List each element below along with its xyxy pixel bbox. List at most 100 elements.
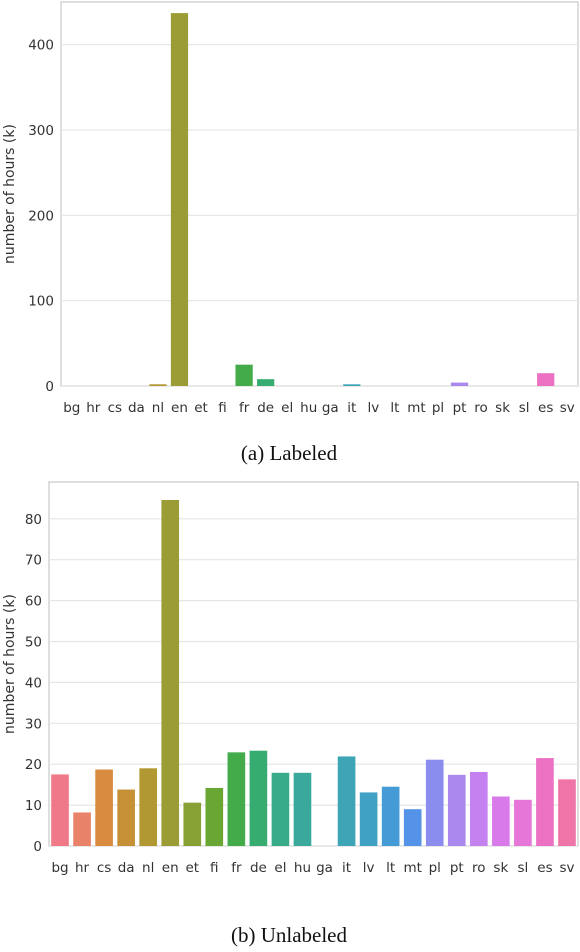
bar-el (271, 772, 290, 846)
y-tick-labels-labeled: 0 100 200 300 400 (28, 38, 54, 395)
x-tick-label-et: et (185, 860, 199, 876)
x-tick-labels-unlabeled: bg hr cs da nl en et fi fr de el hu ga it lv lt mt pl pt ro… (51, 860, 574, 876)
bar-de (257, 379, 275, 386)
bar-pl (425, 759, 444, 846)
bar-da (117, 789, 135, 846)
x-tick-label-sl: sl (517, 860, 528, 876)
caption-unlabeled: (b) Unlabeled (231, 923, 348, 947)
gridlines-unlabeled (49, 518, 578, 847)
bar-lt (381, 786, 400, 846)
x-tick-label-ga: ga (316, 860, 333, 876)
bar-bg (51, 774, 69, 846)
x-tick-label-it: it (342, 860, 351, 876)
x-tick-label-sk: sk (495, 400, 510, 416)
bar-sl (514, 799, 532, 846)
x-tick-label-et: et (194, 400, 208, 416)
x-tick-label-sl: sl (519, 400, 530, 416)
y-tick-label: 80 (25, 512, 42, 528)
bar-pt (447, 774, 466, 846)
x-tick-label-it: it (347, 400, 356, 416)
x-tick-label-fr: fr (239, 400, 250, 416)
y-tick-label: 20 (25, 757, 42, 773)
x-tick-label-lt: lt (386, 860, 395, 876)
x-tick-label-hu: hu (294, 860, 311, 876)
bar-et (183, 802, 202, 846)
x-tick-label-pl: pl (429, 860, 441, 876)
x-tick-label-el: el (274, 860, 286, 876)
x-tick-label-en: en (162, 860, 179, 876)
y-tick-label: 50 (25, 635, 42, 651)
y-axis-label-labeled: number of hours (k) (2, 124, 18, 264)
bar-lv (359, 792, 378, 846)
x-tick-label-fi: fi (210, 860, 219, 876)
gridlines-labeled (61, 44, 578, 387)
x-tick-label-hr: hr (86, 400, 101, 416)
bars-labeled (149, 13, 555, 387)
bar-hr (73, 812, 91, 846)
bar-es (537, 373, 555, 386)
x-tick-label-el: el (281, 400, 293, 416)
y-tick-label: 10 (25, 798, 42, 814)
x-tick-label-da: da (118, 860, 135, 876)
x-tick-label-lv: lv (367, 400, 379, 416)
y-axis-label-unlabeled: number of hours (k) (2, 594, 18, 734)
bar-en (161, 499, 180, 846)
bar-cs (95, 769, 113, 846)
panel-labeled: 0 100 200 300 400 bg hr cs da nl en et fi fr de el hu ga… (2, 1, 579, 465)
bar-hu (293, 772, 312, 846)
bars-unlabeled (51, 499, 576, 846)
panel-unlabeled: 0 10 20 30 40 50 60 70 80 bg hr cs da nl en et fi fr de el… (2, 481, 579, 947)
y-tick-label: 0 (45, 379, 54, 395)
bar-fi (205, 787, 224, 846)
x-tick-label-pt: pt (450, 860, 464, 876)
x-tick-label-ga: ga (322, 400, 339, 416)
caption-labeled: (a) Labeled (241, 441, 338, 465)
bar-it (343, 384, 361, 386)
bar-it (337, 756, 356, 846)
bar-en (170, 13, 189, 387)
bar-pt (450, 382, 469, 386)
x-tick-label-ro: ro (474, 400, 488, 416)
x-tick-label-fr: fr (231, 860, 242, 876)
x-tick-labels-labeled: bg hr cs da nl en et fi fr de el hu ga it lv lt mt pl pt ro… (63, 400, 575, 416)
y-tick-labels-unlabeled: 0 10 20 30 40 50 60 70 80 (25, 512, 42, 855)
x-tick-label-es: es (538, 400, 553, 416)
plot-frame-labeled (60, 1, 579, 387)
bar-sk (492, 796, 510, 846)
x-tick-label-mt: mt (403, 860, 421, 876)
y-tick-label: 60 (25, 594, 42, 610)
x-tick-label-mt: mt (407, 400, 425, 416)
x-tick-label-sk: sk (493, 860, 508, 876)
y-tick-label: 300 (28, 123, 54, 139)
x-tick-label-lv: lv (363, 860, 375, 876)
x-tick-label-pt: pt (453, 400, 467, 416)
bar-fr (227, 752, 246, 846)
y-tick-label: 40 (25, 675, 42, 691)
x-tick-label-da: da (128, 400, 145, 416)
bar-ro (469, 771, 488, 846)
bar-mt (403, 809, 422, 846)
bar-nl (149, 384, 167, 386)
y-tick-label: 30 (25, 716, 42, 732)
x-tick-label-cs: cs (108, 400, 122, 416)
x-tick-label-bg: bg (63, 400, 80, 416)
x-tick-label-es: es (537, 860, 552, 876)
x-tick-label-sv: sv (559, 860, 574, 876)
bar-de (249, 750, 268, 846)
bar-es (536, 758, 554, 846)
x-tick-label-bg: bg (51, 860, 68, 876)
x-tick-label-nl: nl (142, 860, 154, 876)
x-tick-label-hr: hr (75, 860, 90, 876)
y-tick-label: 200 (28, 208, 54, 224)
x-tick-label-de: de (250, 860, 267, 876)
x-tick-label-sv: sv (560, 400, 575, 416)
bar-sv (558, 779, 576, 846)
y-tick-label: 0 (33, 839, 42, 855)
x-tick-label-en: en (171, 400, 188, 416)
y-tick-label: 100 (28, 294, 54, 310)
bar-nl (139, 768, 158, 846)
x-tick-label-ro: ro (472, 860, 486, 876)
y-tick-label: 400 (28, 38, 54, 54)
bar-fr (235, 364, 253, 386)
